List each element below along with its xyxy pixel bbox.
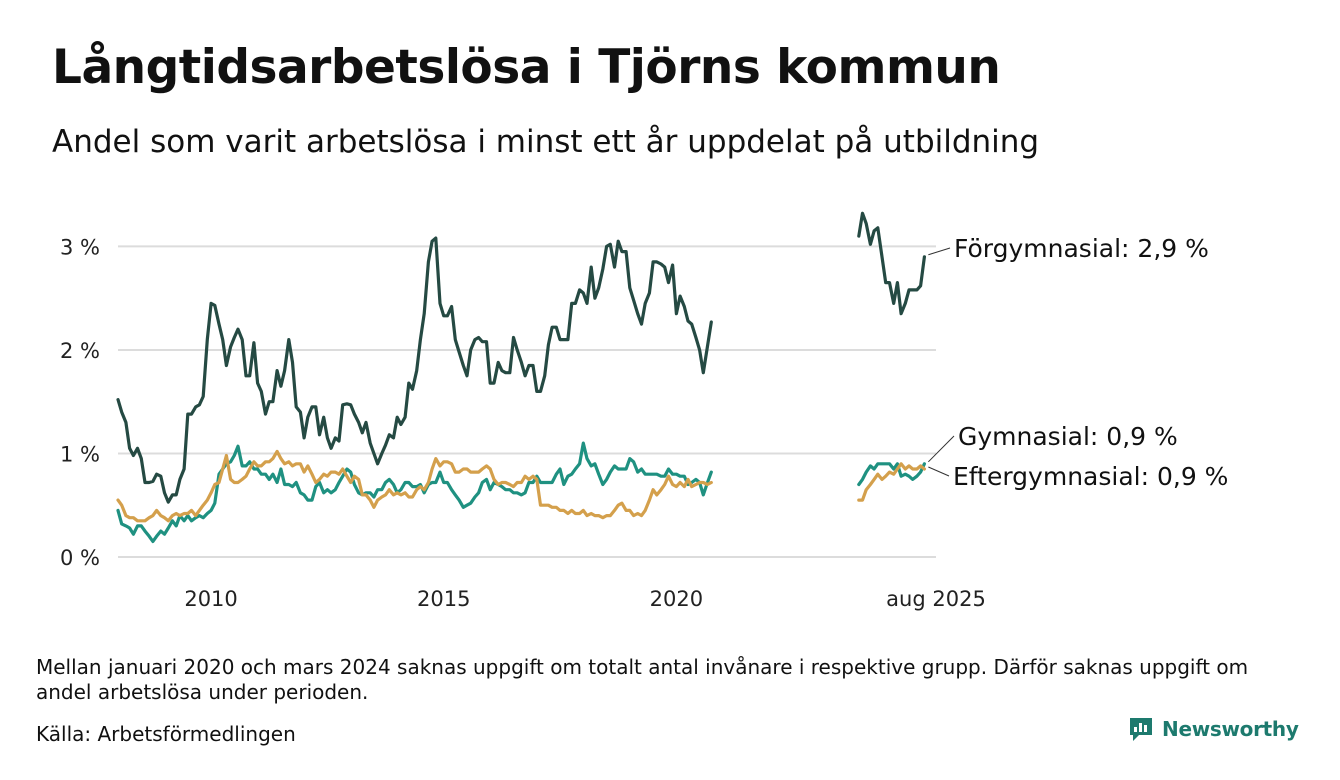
chart-logo-icon bbox=[1130, 718, 1152, 741]
line-chart: 0 % 1 % 2 % 3 % 2010 2015 2020 aug 2025 Förgym… bbox=[60, 211, 1228, 611]
y-axis-ticks: 0 % 1 % 2 % 3 % bbox=[60, 235, 100, 570]
x-axis-ticks: 2010 2015 2020 aug 2025 bbox=[184, 587, 985, 611]
chart-title: Långtidsarbetslösa i Tjörns kommun bbox=[52, 40, 1001, 95]
newsworthy-logo: Newsworthy bbox=[1128, 716, 1299, 742]
x-tick-label: 2010 bbox=[184, 587, 237, 611]
chart-subtitle: Andel som varit arbetslösa i minst ett å… bbox=[52, 124, 1040, 160]
series-line-gymnasial-segment-2 bbox=[857, 462, 926, 487]
brand-name: Newsworthy bbox=[1162, 717, 1299, 741]
end-label-gymnasial: Gymnasial: 0,9 % bbox=[958, 422, 1178, 451]
series-line-eftergymnasial-segment-2 bbox=[857, 462, 926, 502]
series-end-labels: Förgymnasial: 2,9 % Gymnasial: 0,9 % Efter… bbox=[928, 234, 1228, 491]
end-label-eftergymnasial: Eftergymnasial: 0,9 % bbox=[953, 462, 1228, 491]
x-tick-label: 2020 bbox=[650, 587, 703, 611]
y-tick-label: 0 % bbox=[60, 546, 100, 570]
y-tick-label: 3 % bbox=[60, 235, 100, 259]
leader-line-eftergymnasial bbox=[928, 466, 950, 477]
leader-line-gymnasial bbox=[928, 435, 955, 463]
x-tick-label: aug 2025 bbox=[886, 587, 986, 611]
source-text: Källa: Arbetsförmedlingen bbox=[36, 722, 296, 746]
series-line-forgymnasial-segment-2 bbox=[857, 211, 926, 316]
leader-line-forgymnasial bbox=[928, 247, 951, 256]
footnote: Mellan januari 2020 och mars 2024 saknas… bbox=[36, 655, 1249, 704]
grid-lines bbox=[118, 245, 936, 558]
series-line-gymnasial-segment-1 bbox=[116, 441, 713, 544]
x-tick-label: 2015 bbox=[417, 587, 470, 611]
y-tick-label: 1 % bbox=[60, 442, 100, 466]
series-line-forgymnasial-segment-1 bbox=[116, 236, 713, 504]
series-line-eftergymnasial-segment-1 bbox=[116, 449, 713, 523]
series-lines bbox=[116, 211, 926, 544]
end-label-forgymnasial: Förgymnasial: 2,9 % bbox=[954, 234, 1209, 263]
y-tick-label: 2 % bbox=[60, 339, 100, 363]
